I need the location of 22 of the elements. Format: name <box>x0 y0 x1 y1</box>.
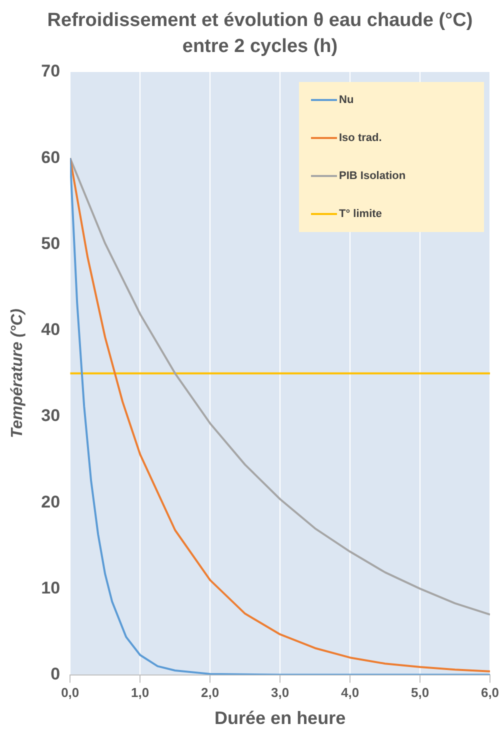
y-tick-label: 50 <box>41 234 60 253</box>
x-tick-label: 5,0 <box>410 685 430 700</box>
y-tick-label: 70 <box>41 62 60 81</box>
x-tick-label: 0,0 <box>61 685 80 700</box>
y-axis-title: Température (°C) <box>9 308 26 438</box>
y-tick-label: 30 <box>41 406 60 426</box>
x-axis-title: Durée en heure <box>214 708 346 728</box>
y-tick-label: 20 <box>41 492 60 512</box>
y-tick-label: 10 <box>41 578 60 598</box>
legend-label: T° limite <box>339 208 382 220</box>
x-tick-label: 4,0 <box>340 685 360 700</box>
x-tick-label: 3,0 <box>271 685 290 700</box>
y-tick-label: 60 <box>41 148 60 167</box>
x-tick-label: 1,0 <box>131 685 150 700</box>
y-tick-label: 0 <box>50 664 60 684</box>
chart-title: Refroidissement et évolution θ eau chaude (°C) entre 2 cycles (h) <box>46 9 474 59</box>
legend-label: PIB Isolation <box>339 170 406 182</box>
x-tick-label: 2,0 <box>201 685 220 700</box>
legend-label: Iso trad. <box>339 132 382 144</box>
legend-label: Nu <box>339 94 354 106</box>
y-tick-label: 40 <box>41 320 60 340</box>
x-tick-label: 6,0 <box>480 685 500 700</box>
